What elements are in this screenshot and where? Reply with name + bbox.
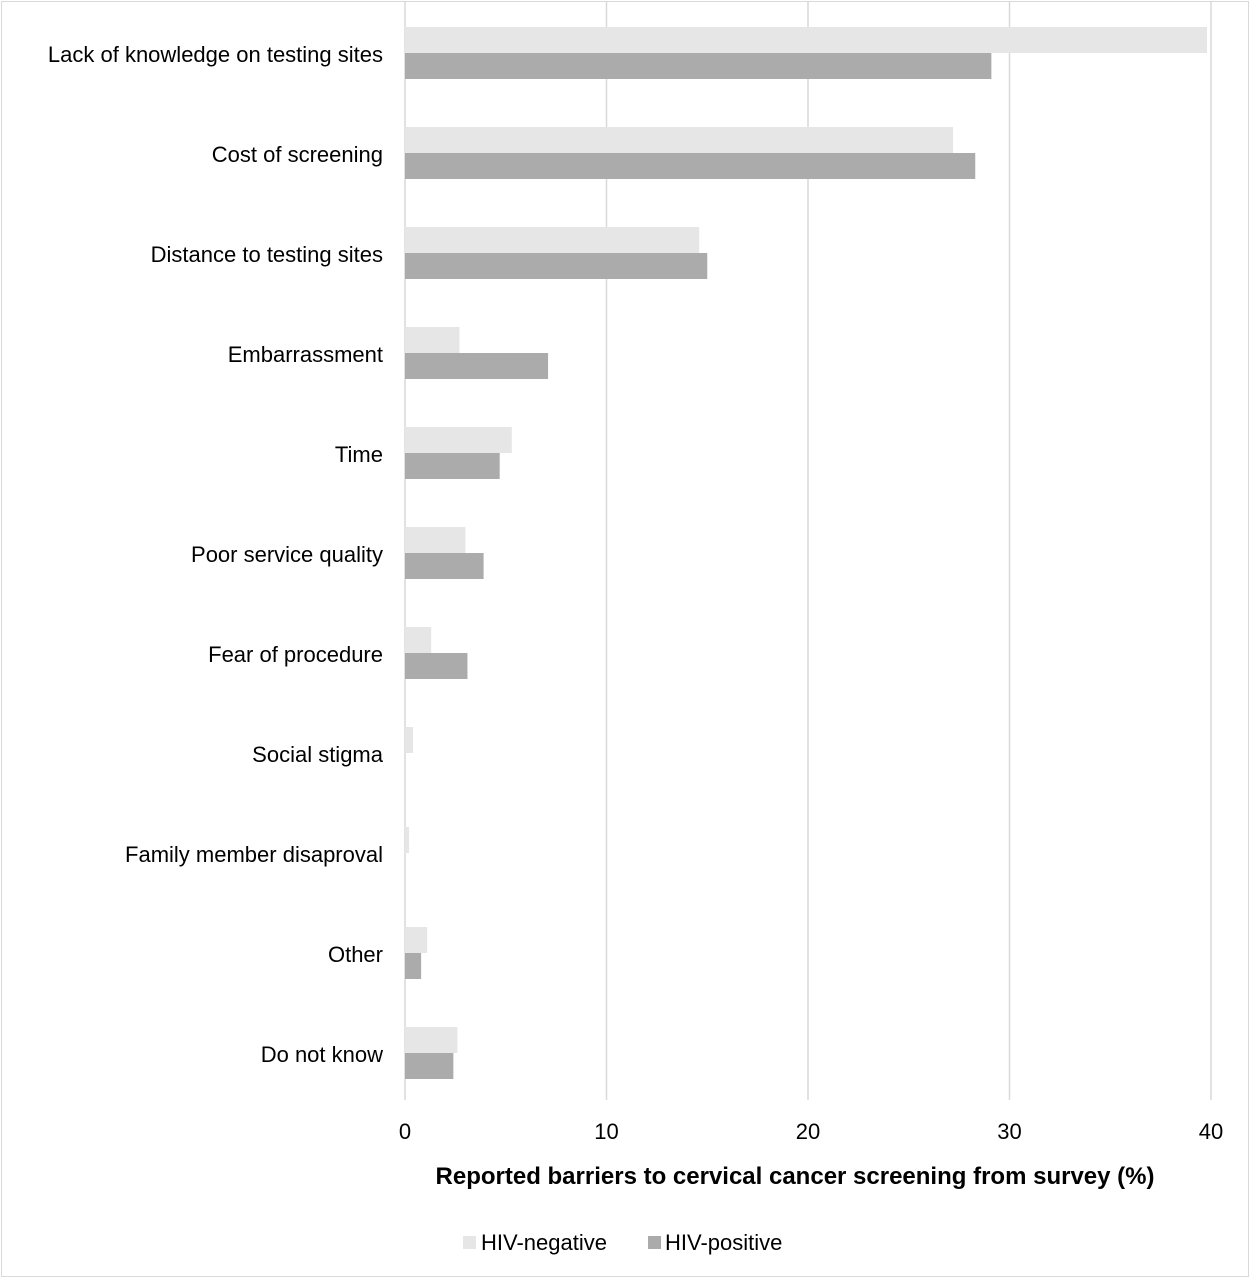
category-label: Other <box>328 942 383 967</box>
bar-hiv-positive <box>405 253 708 279</box>
category-label: Fear of procedure <box>208 642 383 667</box>
x-tick-label: 30 <box>997 1119 1021 1144</box>
bar-hiv-positive <box>405 1053 454 1079</box>
category-label: Embarrassment <box>228 342 383 367</box>
bar-hiv-negative <box>405 927 428 953</box>
legend-label: HIV-negative <box>481 1230 607 1255</box>
bar-hiv-negative <box>405 27 1207 53</box>
bars <box>405 27 1207 1079</box>
bar-hiv-positive <box>405 453 500 479</box>
bar-hiv-positive <box>405 553 484 579</box>
x-tick-labels: 0 10 20 30 40 <box>399 1119 1223 1144</box>
category-labels: Lack of knowledge on testing sites Cost o… <box>48 42 384 1067</box>
bar-hiv-negative <box>405 527 466 553</box>
legend: HIV-negative HIV-positive <box>463 1230 782 1255</box>
bar-hiv-positive <box>405 153 976 179</box>
category-label: Do not know <box>261 1042 383 1067</box>
category-label: Cost of screening <box>212 142 383 167</box>
x-tick-label: 40 <box>1199 1119 1223 1144</box>
bar-hiv-negative <box>405 327 460 353</box>
bar-hiv-negative <box>405 227 700 253</box>
category-label: Poor service quality <box>191 542 383 567</box>
x-tick-label: 10 <box>594 1119 618 1144</box>
bar-hiv-negative <box>405 727 414 753</box>
bar-hiv-negative <box>405 627 432 653</box>
bar-hiv-negative <box>405 827 410 853</box>
bar-hiv-negative <box>405 127 954 153</box>
legend-swatch <box>648 1236 661 1249</box>
gridlines <box>404 2 1212 1100</box>
category-label: Distance to testing sites <box>151 242 383 267</box>
bar-hiv-positive <box>405 653 468 679</box>
bar-hiv-positive <box>405 953 422 979</box>
bar-hiv-positive <box>405 353 549 379</box>
category-label: Social stigma <box>252 742 384 767</box>
category-label: Lack of knowledge on testing sites <box>48 42 383 67</box>
x-axis-title: Reported barriers to cervical cancer scr… <box>436 1163 1155 1190</box>
category-label: Time <box>335 442 383 467</box>
x-tick-label: 20 <box>796 1119 820 1144</box>
bar-hiv-positive <box>405 53 992 79</box>
bar-hiv-negative <box>405 1027 458 1053</box>
bar-hiv-negative <box>405 427 512 453</box>
legend-label: HIV-positive <box>665 1230 782 1255</box>
x-tick-label: 0 <box>399 1119 411 1144</box>
category-label: Family member disaproval <box>125 842 383 867</box>
legend-swatch <box>463 1236 476 1249</box>
